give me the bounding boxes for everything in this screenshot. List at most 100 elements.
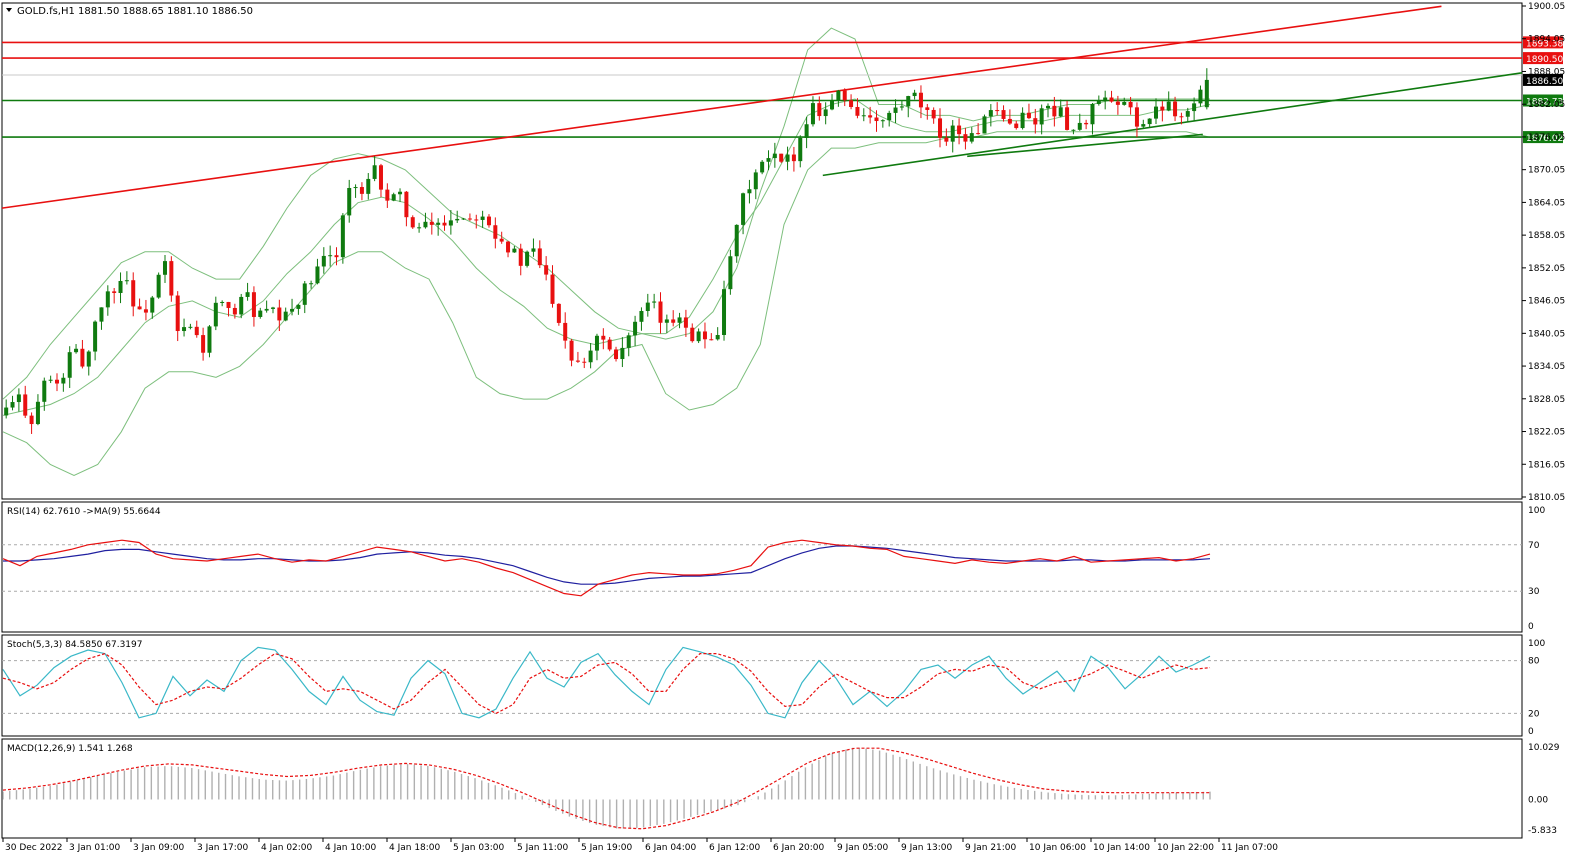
candle-up: [588, 350, 593, 363]
candle-up: [785, 154, 790, 162]
candle-up: [1046, 105, 1051, 109]
candle-up: [1058, 107, 1063, 117]
candle-up: [760, 161, 765, 173]
last-price-tag: [1523, 73, 1563, 86]
candle-up: [1096, 100, 1101, 105]
candle-down: [1115, 101, 1120, 105]
candle-down: [429, 221, 434, 225]
candle-up: [804, 124, 809, 138]
candle-up: [734, 224, 739, 257]
candle-down: [232, 307, 237, 315]
time-tick-label: 3 Jan 01:00: [69, 843, 121, 853]
candle-down: [938, 118, 943, 138]
candle-down: [855, 106, 860, 116]
stoch-tick-label: 0: [1528, 727, 1534, 737]
candle-up: [35, 401, 40, 425]
candle-up: [722, 289, 727, 335]
time-tick-label: 4 Jan 18:00: [389, 843, 441, 853]
rsi-indicator: 100 70 30 0: [2, 506, 1545, 632]
time-tick-label: 5 Jan 03:00: [453, 843, 505, 853]
candle-down: [143, 309, 148, 313]
candle-up: [105, 291, 110, 308]
candle-up: [696, 331, 701, 342]
candle-down: [54, 379, 59, 384]
rsi-label: RSI(14) 62.7610 ->MA(9) 55.6644: [7, 507, 161, 517]
candle-down: [1173, 101, 1178, 117]
candle-down: [410, 217, 415, 228]
candle-down: [29, 415, 34, 425]
stochastic-indicator: 100 80 20 0: [2, 639, 1545, 737]
candle-down: [474, 219, 479, 221]
candle-up: [880, 120, 885, 122]
candle-up: [315, 266, 320, 284]
candle-up: [988, 110, 993, 117]
candle-down: [442, 222, 447, 226]
candle-down: [1179, 116, 1184, 118]
candle-up: [715, 334, 720, 340]
candle-down: [251, 292, 256, 317]
candle-up: [753, 172, 758, 190]
trendlines[interactable]: [1, 5, 1523, 209]
candle-down: [791, 154, 796, 162]
candle-up: [182, 327, 187, 332]
candle-down: [544, 265, 549, 275]
rsi-ma-line: [3, 545, 1211, 585]
candle-down: [385, 189, 390, 201]
candle-up: [645, 302, 650, 311]
candle-up: [899, 106, 904, 108]
candle-down: [817, 103, 822, 117]
candle-up: [1077, 122, 1082, 130]
candle-down: [607, 339, 612, 350]
candle-down: [1109, 97, 1114, 102]
price-tick-label: 1888.05: [1528, 67, 1565, 77]
price-tick-label: 1846.05: [1528, 297, 1565, 307]
candle-down: [493, 225, 498, 239]
candle-down: [169, 261, 174, 296]
candle-down: [918, 92, 923, 108]
candle-down: [575, 360, 580, 362]
dropdown-triangle-icon[interactable]: [6, 8, 12, 12]
level-price-tag: [1523, 131, 1563, 144]
candle-up: [48, 379, 53, 381]
macd-label: MACD(12,26,9) 1.541 1.268: [7, 744, 133, 754]
candle-up: [810, 103, 815, 125]
candle-up: [652, 301, 657, 303]
time-tick-label: 9 Jan 05:00: [837, 843, 889, 853]
candle-up: [213, 302, 218, 327]
time-tick-label: 4 Jan 10:00: [325, 843, 377, 853]
candle-down: [175, 295, 180, 332]
candle-up: [1122, 101, 1127, 105]
time-tick-label: 9 Jan 21:00: [965, 843, 1017, 853]
rsi-panel[interactable]: [1, 501, 1523, 633]
candle-down: [1160, 106, 1165, 111]
candle-down: [1007, 118, 1012, 124]
candle-down: [467, 218, 472, 220]
level-price-tag: [1523, 94, 1563, 107]
time-tick-label: 3 Jan 17:00: [197, 843, 249, 853]
candle-up: [372, 165, 377, 179]
candle-up: [220, 301, 225, 303]
time-tick-label: 5 Jan 19:00: [581, 843, 633, 853]
time-tick-label: 3 Jan 09:00: [133, 843, 185, 853]
candle-down: [931, 109, 936, 119]
candle-up: [42, 380, 47, 402]
stoch-panel[interactable]: [1, 634, 1523, 737]
candle-up: [188, 326, 193, 328]
level-price-tag: [1523, 52, 1563, 65]
trendline-resistance: [1, 5, 1442, 209]
candle-down: [112, 291, 117, 293]
time-tick-label: 9 Jan 13:00: [901, 843, 953, 853]
rsi-tick-label: 100: [1528, 506, 1545, 516]
price-levels[interactable]: 1893.38 1890.50 1882.73 1876.02 1886.50: [2, 36, 1563, 144]
macd-panel[interactable]: [1, 738, 1523, 839]
candle-up: [86, 351, 91, 367]
candle-down: [499, 238, 504, 242]
candle-up: [245, 292, 250, 297]
candle-up: [1103, 97, 1108, 101]
band-lower: [2, 131, 1211, 477]
time-tick-label: 4 Jan 02:00: [261, 843, 313, 853]
price-panel[interactable]: [1, 2, 1523, 500]
candle-down: [80, 348, 85, 367]
candle-up: [1185, 111, 1190, 117]
